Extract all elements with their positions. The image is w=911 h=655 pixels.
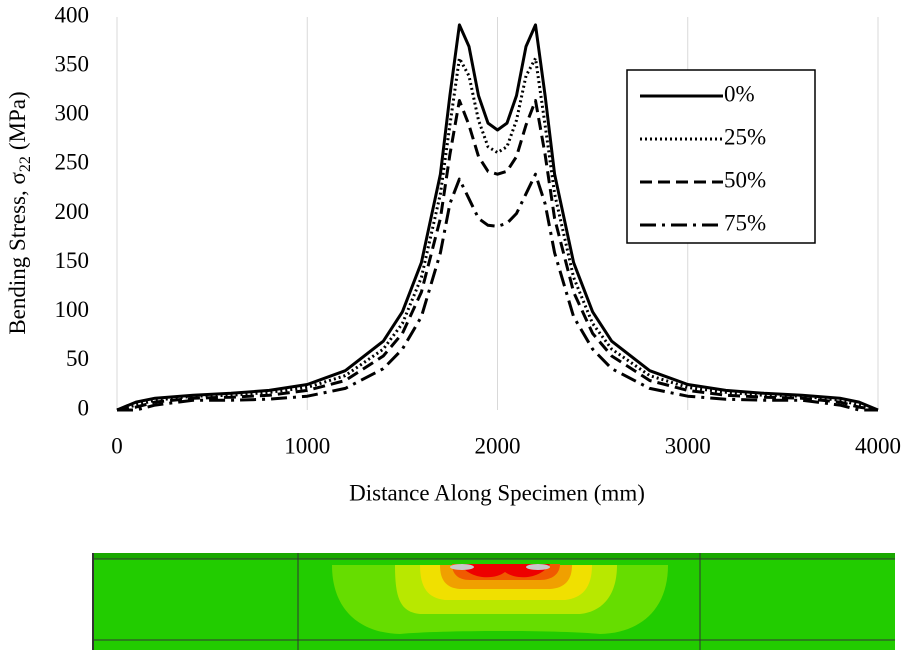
contour-peak [526,564,550,570]
series-line [116,23,879,412]
x-tick-label: 2000 [475,433,521,458]
x-tick-label: 4000 [855,433,901,458]
contour-peak [450,564,474,570]
series-line [117,172,878,412]
y-axis-label: Bending Stress, σ22 (MPa) [5,91,33,334]
series-line [116,99,879,412]
x-axis-label: Distance Along Specimen (mm) [349,480,645,505]
legend: 0% 25% 50% 75% [626,69,816,244]
y-tick-label: 250 [55,150,90,175]
y-tick-label: 350 [55,51,90,76]
y-tick-label: 150 [55,248,90,273]
top-flange [93,553,895,559]
y-tick-label: 200 [55,199,90,224]
legend-label: 50% [724,167,766,192]
y-label-subscript: 22 [17,156,34,172]
x-tick-label: 1000 [284,433,330,458]
y-tick-label: 400 [55,2,90,27]
y-label-main: Bending Stress, σ [5,172,30,335]
x-tick-label: 0 [111,433,123,458]
legend-label: 25% [724,124,766,149]
series-line [116,56,879,412]
legend-label: 0% [724,81,755,106]
y-tick-label: 0 [78,395,90,420]
y-tick-label: 50 [66,346,89,371]
y-label-unit: (MPa) [5,91,30,150]
contour-image [92,553,895,650]
y-tick-label: 300 [55,101,90,126]
legend-label: 75% [724,210,766,235]
legend-box [626,69,816,244]
y-tick-label: 100 [55,297,90,322]
x-tick-label: 3000 [665,433,711,458]
